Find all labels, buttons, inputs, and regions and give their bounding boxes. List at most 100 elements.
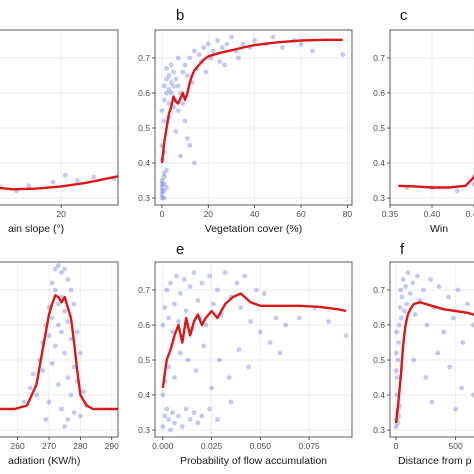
scatter-point	[65, 277, 71, 282]
scatter-point	[207, 273, 213, 279]
scatter-point	[168, 80, 174, 85]
scatter-point	[252, 38, 258, 43]
scatter-point	[270, 34, 276, 40]
scatter-point	[77, 413, 83, 419]
x-tick-label: 0.45	[466, 209, 474, 219]
fitted-curve	[394, 301, 474, 424]
scatter-point	[161, 118, 167, 124]
x-tick-label: 0	[394, 441, 399, 451]
scatter-point	[277, 350, 283, 356]
scatter-point	[236, 55, 241, 61]
fitted-curve	[0, 294, 118, 411]
scatter-point	[71, 364, 77, 370]
scatter-point	[203, 69, 209, 75]
scatter-point	[164, 287, 170, 293]
scatter-point	[454, 188, 460, 194]
y-tick-label: 0.7	[138, 53, 150, 63]
x-axis-label: Distance from p	[398, 455, 472, 467]
scatter-point	[56, 301, 61, 307]
panel-frame	[154, 261, 353, 438]
scatter-point	[219, 45, 225, 50]
scatter-point	[166, 364, 172, 370]
scatter-point	[421, 287, 426, 293]
scatter-point	[49, 280, 55, 286]
x-tick-label: 0	[160, 209, 165, 219]
scatter-point	[183, 406, 189, 412]
scatter-point	[172, 301, 177, 307]
scatter-point	[30, 371, 36, 377]
scatter-point	[52, 287, 58, 293]
scatter-point	[415, 273, 420, 279]
scatter-point	[396, 340, 401, 345]
scatter-point	[21, 399, 27, 405]
scatter-point	[159, 185, 165, 190]
scatter-point	[261, 291, 267, 296]
y-tick-label: 0.6	[373, 320, 385, 330]
scatter-point	[450, 315, 456, 321]
scatter-point	[178, 153, 183, 159]
scatter-point	[398, 287, 404, 293]
scatter-point	[298, 41, 304, 47]
x-tick-label: 500	[449, 441, 463, 451]
scatter-point	[216, 357, 222, 363]
scatter-point	[173, 129, 179, 134]
scatter-point	[226, 375, 232, 380]
scatter-point	[423, 375, 429, 380]
scatter-point	[222, 270, 228, 275]
panel-letter: e	[176, 241, 184, 258]
scatter-point	[71, 301, 77, 307]
scatter-point	[257, 329, 263, 335]
scatter-point	[183, 308, 189, 314]
scatter-point	[43, 417, 49, 422]
panel-letter: c	[400, 7, 408, 24]
scatter-point	[465, 301, 470, 307]
scatter-point	[27, 385, 33, 391]
panel-frame	[154, 29, 353, 206]
scatter-point	[49, 315, 55, 321]
scatter-point	[166, 87, 172, 92]
scatter-point	[75, 178, 80, 183]
scatter-point	[171, 69, 176, 75]
scatter-point	[428, 277, 433, 282]
scatter-point	[296, 315, 302, 321]
fitted-curve	[160, 38, 343, 164]
scatter-points	[160, 270, 349, 433]
y-tick-label: 0.5	[138, 123, 150, 133]
scatter-point	[412, 312, 418, 317]
scatter-point	[164, 167, 169, 173]
scatter-point	[49, 361, 55, 366]
panel-frame	[389, 261, 474, 438]
scatter-point	[68, 392, 74, 398]
scatter-point	[196, 52, 202, 57]
scatter-point	[160, 424, 166, 429]
scatter-point	[68, 287, 74, 293]
x-tick-label: 260	[11, 441, 25, 451]
scatter-point	[176, 413, 181, 419]
scatter-point	[161, 188, 167, 194]
fitted-curve	[398, 173, 474, 189]
y-tick-label: 0.6	[373, 88, 385, 98]
y-tick-label: 0.6	[138, 88, 150, 98]
grid-lines	[155, 262, 352, 437]
scatter-point	[159, 188, 165, 194]
scatter-points	[393, 270, 474, 429]
scatter-point	[180, 101, 186, 106]
fitted-curve	[161, 292, 347, 389]
scatter-point	[404, 301, 410, 307]
scatter-point	[343, 333, 349, 338]
scatter-point	[199, 280, 205, 286]
scatter-point	[267, 340, 273, 345]
scatter-point	[248, 319, 253, 324]
scatter-point	[187, 417, 193, 422]
scatter-point	[52, 343, 58, 349]
y-tick-label: 0.7	[138, 285, 150, 295]
scatter-point	[161, 174, 167, 180]
scatter-point	[435, 350, 441, 356]
grid-lines	[0, 30, 118, 205]
scatter-point	[283, 322, 289, 328]
scatter-point	[52, 266, 58, 272]
scatter-point	[56, 382, 61, 387]
scatter-point	[210, 48, 216, 54]
x-tick-label: 60	[296, 209, 306, 219]
